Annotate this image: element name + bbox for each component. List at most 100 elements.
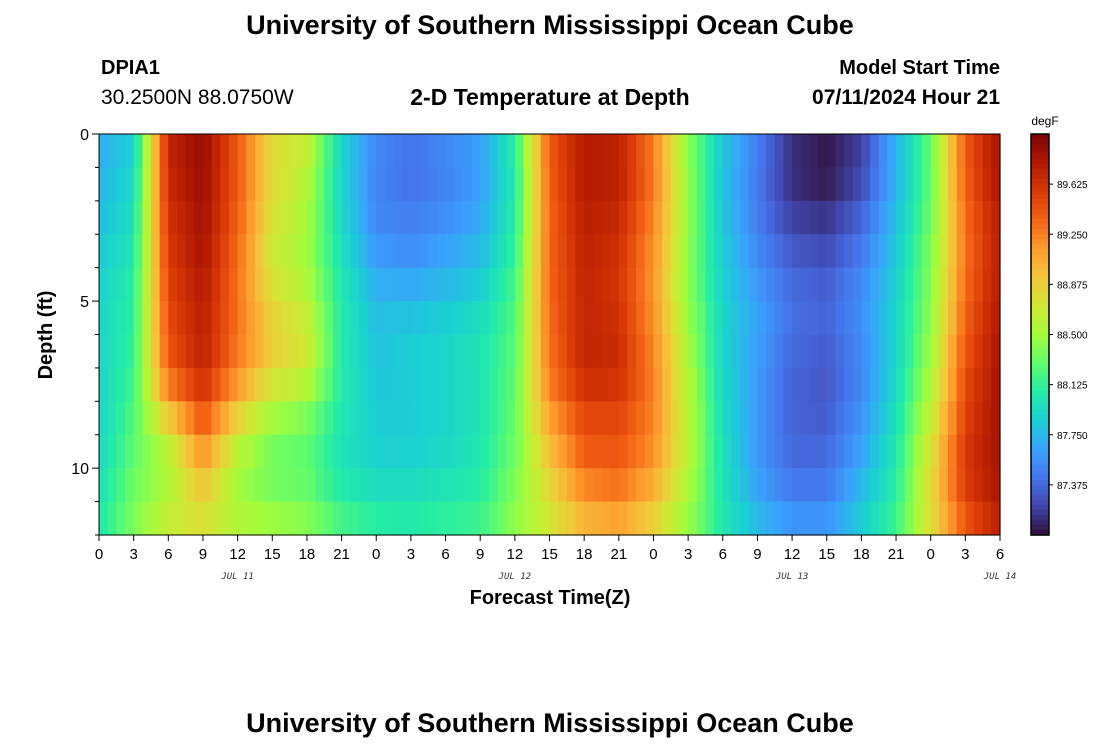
heatmap-cell [878,501,888,536]
heatmap-cell [696,434,707,469]
heatmap-cell [584,234,594,269]
heatmap-cell [176,434,187,469]
heatmap-cell [792,267,802,302]
heatmap-cell [445,267,455,302]
heatmap-cell [254,134,265,169]
heatmap-cell [280,200,291,235]
heatmap-cell [211,434,221,469]
heatmap-cell [142,367,152,402]
heatmap-cell [800,134,811,169]
heatmap-cell [341,267,351,302]
heatmap-cell [185,301,195,336]
heatmap-cell [644,434,655,469]
heatmap-cell [904,301,914,336]
heatmap-cell [601,401,611,436]
heatmap-cell [272,334,282,369]
heatmap-cell [488,200,499,235]
heatmap-cell [844,434,854,469]
heatmap-cell [688,301,698,336]
heatmap-cell [783,301,793,336]
heatmap-cell [688,401,698,436]
heatmap-cell [350,167,360,202]
heatmap-cell [696,200,707,235]
x-tick-label: 3 [129,546,137,563]
heatmap-cell [185,134,195,169]
colorbar-swatch [1031,524,1049,531]
heatmap-cell [228,167,239,202]
heatmap-cell [809,468,819,503]
model-start-value: 07/11/2024 Hour 21 [812,86,1000,109]
heatmap-cell [636,200,646,235]
heatmap-cell [341,234,351,269]
heatmap-cell [618,234,629,269]
heatmap-cell [982,367,992,402]
heatmap-cell [818,234,828,269]
heatmap-cell [904,167,914,202]
x-tick-label: 9 [753,546,761,563]
heatmap-cell [549,267,559,302]
heatmap-cell [436,134,447,169]
heatmap-cell [549,134,559,169]
heatmap-cell [306,468,317,503]
heatmap-cell [194,367,204,402]
heatmap-cell [497,401,507,436]
heatmap-cell [532,468,542,503]
heatmap-cell [930,167,940,202]
heatmap-cell [384,367,395,402]
heatmap-cell [861,401,871,436]
heatmap-cell [887,134,897,169]
heatmap-cell [636,401,646,436]
heatmap-cell [835,401,845,436]
colorbar-swatch [1031,219,1049,225]
heatmap-cell [714,334,724,369]
colorbar-swatch [1031,469,1049,476]
heatmap-cell [757,234,767,269]
heatmap-cell [809,434,819,469]
heatmap-cell [220,301,230,336]
heatmap-cell [116,200,126,235]
heatmap-cell [202,334,213,369]
colorbar-unit-label: degF [1031,114,1058,128]
heatmap-cell [150,334,161,369]
colorbar-swatch [1031,299,1049,306]
heatmap-cell [896,301,906,336]
heatmap-cell [636,501,646,536]
heatmap-cell [662,134,672,169]
heatmap-cell [332,167,343,202]
heatmap-cell [254,267,265,302]
heatmap-cell [610,434,620,469]
heatmap-cell [462,501,473,536]
heatmap-cell [367,200,377,235]
heatmap-cell [878,134,888,169]
x-tick-label: 3 [961,546,969,563]
heatmap-cell [722,134,733,169]
heatmap-cell [809,234,819,269]
heatmap-cell [861,367,871,402]
heatmap-cell [116,234,126,269]
heatmap-cell [445,200,455,235]
heatmap-cell [202,134,213,169]
heatmap-cell [445,134,455,169]
heatmap-cell [107,334,117,369]
heatmap-cell [653,401,663,436]
heatmap-cell [506,367,516,402]
heatmap-cell [133,267,143,302]
heatmap-cell [592,401,603,436]
heatmap-cell [532,234,542,269]
heatmap-cell [133,501,143,536]
colorbar-swatch [1031,389,1049,396]
heatmap-cell [809,267,819,302]
heatmap-cell [358,267,369,302]
heatmap-cell [662,267,672,302]
colorbar-swatch [1031,314,1049,321]
heatmap-cell [948,334,958,369]
heatmap-cell [610,234,620,269]
heatmap-cell [774,401,785,436]
heatmap-cells [99,134,1001,536]
heatmap-cell [289,434,299,469]
heatmap-cell [722,167,733,202]
colorbar-swatch [1031,349,1049,356]
heatmap-cell [757,267,767,302]
heatmap-cell [991,134,1001,169]
heatmap-cell [688,167,698,202]
